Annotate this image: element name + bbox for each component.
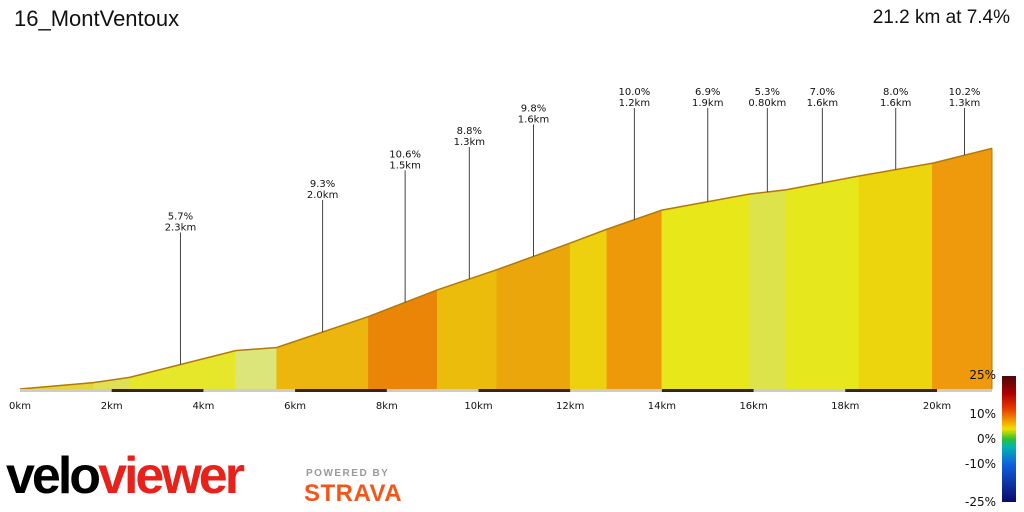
profile-segment-13 xyxy=(785,175,860,390)
annotation-length-10: 1.6km xyxy=(880,98,911,109)
profile-segment-10 xyxy=(606,209,663,390)
annotation-grade-9: 7.0% xyxy=(810,87,835,98)
profile-segment-12 xyxy=(748,189,786,390)
annotation-length-9: 1.6km xyxy=(807,98,838,109)
x-tick-label-11: 20km xyxy=(923,401,951,412)
profile-segment-9 xyxy=(569,228,608,390)
legend-color-bar xyxy=(1002,376,1016,502)
annotation-length-3: 1.5km xyxy=(389,160,420,171)
strava-logo: STRAVA xyxy=(304,480,403,507)
profile-segment-15 xyxy=(932,147,993,390)
profile-segment-14 xyxy=(858,162,933,390)
annotation-grade-4: 8.8% xyxy=(457,126,482,137)
legend-tick-label-3: 0% xyxy=(977,432,996,446)
climb-summary: 21.2 km at 7.4% xyxy=(872,7,1010,28)
x-tick-label-1: 0km xyxy=(9,401,31,412)
profile-segment-4 xyxy=(235,347,278,390)
x-tick-label-4: 6km xyxy=(284,401,306,412)
segment-annotations: 5.7%2.3km9.3%2.0km10.6%1.5km8.8%1.3km9.8… xyxy=(165,87,981,365)
annotation-length-5: 1.6km xyxy=(518,114,549,125)
x-tick-label-6: 10km xyxy=(464,401,492,412)
legend-tick-label-4: -10% xyxy=(965,457,996,471)
x-tick-label-5: 8km xyxy=(376,401,398,412)
annotation-grade-8: 5.3% xyxy=(755,87,780,98)
legend-tick-label-2: 10% xyxy=(969,407,996,421)
annotation-length-11: 1.3km xyxy=(949,98,980,109)
annotation-length-6: 1.2km xyxy=(619,98,650,109)
x-tick-label-10: 18km xyxy=(831,401,859,412)
legend-tick-label-5: -25% xyxy=(965,495,996,509)
x-tick-label-3: 4km xyxy=(192,401,214,412)
gradient-segments xyxy=(19,147,993,390)
annotation-grade-10: 8.0% xyxy=(883,87,908,98)
annotation-length-1: 2.3km xyxy=(165,223,196,234)
profile-segment-3 xyxy=(129,350,236,390)
x-tick-label-2: 2km xyxy=(101,401,123,412)
annotation-length-4: 1.3km xyxy=(454,137,485,148)
annotation-grade-11: 10.2% xyxy=(949,87,981,98)
page-title: 16_MontVentoux xyxy=(14,6,180,31)
x-tick-label-8: 14km xyxy=(648,401,676,412)
profile-segment-2 xyxy=(93,376,131,390)
annotation-length-7: 1.9km xyxy=(692,98,723,109)
profile-segment-11 xyxy=(661,193,750,390)
annotation-grade-2: 9.3% xyxy=(310,179,335,190)
x-axis: 0km 2km 4km 6km 8km 10km 12km 14km 16km 18km 20km xyxy=(9,389,992,412)
annotation-length-2: 2.0km xyxy=(307,190,338,201)
annotation-grade-3: 10.6% xyxy=(389,149,421,160)
powered-by-label: POWERED BY xyxy=(306,468,390,479)
x-tick-label-7: 12km xyxy=(556,401,584,412)
x-tick-label-9: 16km xyxy=(739,401,767,412)
veloviewer-logo: veloviewer xyxy=(6,447,245,505)
annotation-grade-5: 9.8% xyxy=(521,103,546,114)
profile-segment-6 xyxy=(368,289,438,390)
gradient-legend: 25% 10% 0% -10% -25% xyxy=(965,368,1016,509)
legend-tick-label-1: 25% xyxy=(969,368,996,382)
annotation-length-8: 0.80km xyxy=(748,98,786,109)
annotation-grade-6: 10.0% xyxy=(618,87,650,98)
annotation-grade-7: 6.9% xyxy=(695,87,720,98)
annotation-grade-1: 5.7% xyxy=(168,212,193,223)
